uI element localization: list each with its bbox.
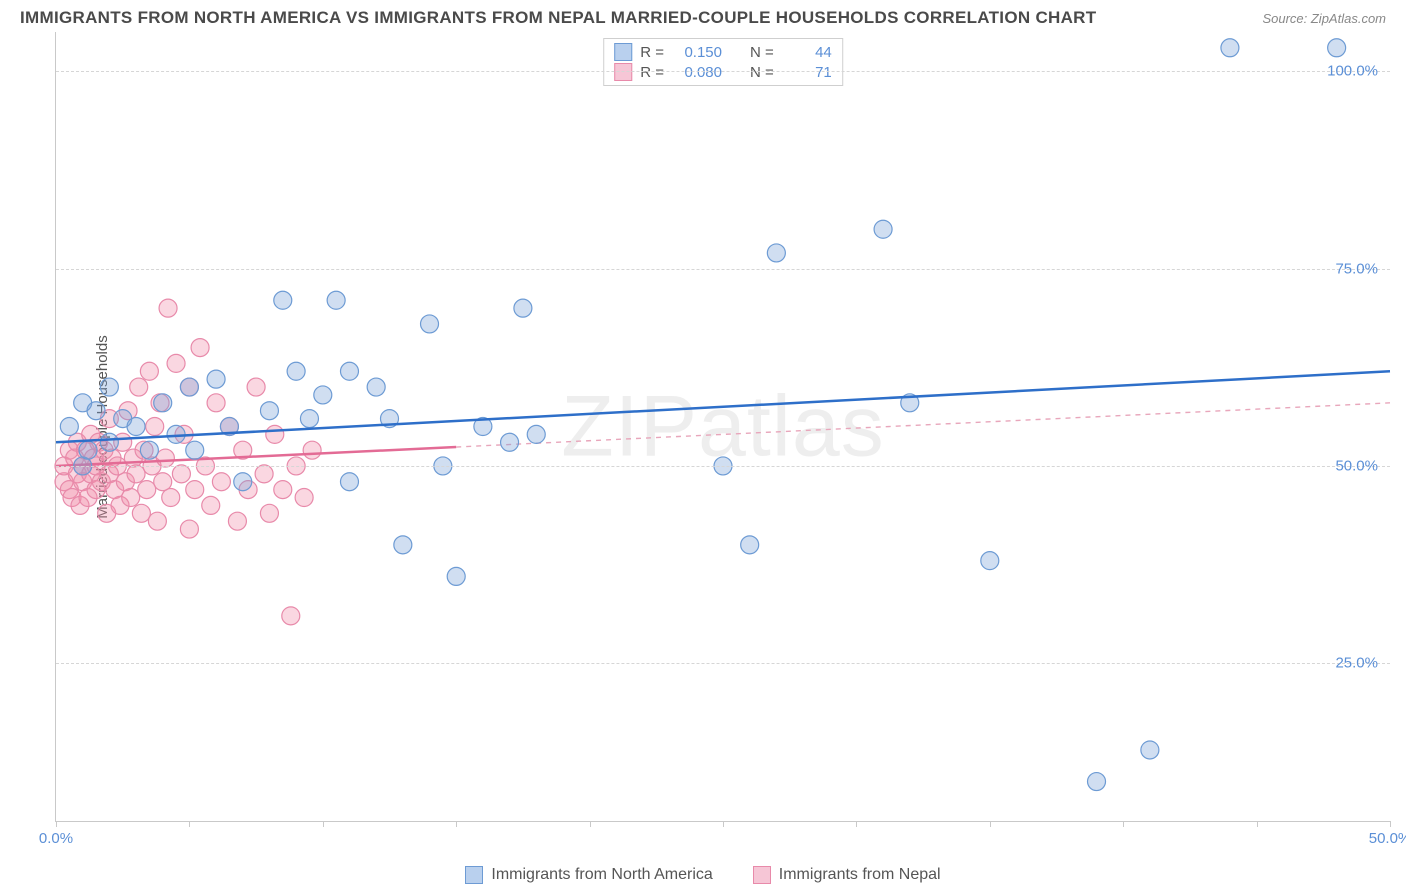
plot-wrap: Married-couple Households ZIPatlas R = 0…	[55, 32, 1390, 822]
legend-item-na: Immigrants from North America	[465, 866, 712, 884]
x-tick-label: 50.0%	[1369, 830, 1406, 847]
r-label: R =	[640, 44, 664, 61]
series-name-np: Immigrants from Nepal	[779, 866, 941, 884]
x-tick	[856, 821, 857, 827]
gridline	[56, 269, 1390, 270]
series-legend: Immigrants from North America Immigrants…	[0, 866, 1406, 884]
x-tick	[456, 821, 457, 827]
x-tick	[590, 821, 591, 827]
series-name-na: Immigrants from North America	[491, 866, 712, 884]
legend-swatch-na-icon	[465, 866, 483, 884]
legend-swatch-np-icon	[753, 866, 771, 884]
x-tick-label: 0.0%	[39, 830, 73, 847]
legend-row-na: R = 0.150 N = 44	[614, 42, 832, 62]
chart-title: IMMIGRANTS FROM NORTH AMERICA VS IMMIGRA…	[20, 8, 1096, 28]
x-tick	[56, 821, 57, 827]
r-value-na: 0.150	[672, 44, 722, 61]
x-tick	[189, 821, 190, 827]
gridline	[56, 466, 1390, 467]
correlation-legend: R = 0.150 N = 44 R = 0.080 N = 71	[603, 38, 843, 86]
plot-svg	[56, 32, 1390, 821]
gridline	[56, 663, 1390, 664]
x-tick	[723, 821, 724, 827]
x-tick	[990, 821, 991, 827]
y-tick-label: 25.0%	[1335, 655, 1378, 672]
n-value-na: 44	[782, 44, 832, 61]
x-tick	[1390, 821, 1391, 827]
source-label: Source: ZipAtlas.com	[1262, 11, 1386, 26]
y-tick-label: 50.0%	[1335, 457, 1378, 474]
x-tick	[1257, 821, 1258, 827]
x-tick	[1123, 821, 1124, 827]
n-label: N =	[750, 44, 774, 61]
x-tick	[323, 821, 324, 827]
legend-swatch-na	[614, 43, 632, 61]
plot-area: ZIPatlas R = 0.150 N = 44 R = 0.080 N = …	[55, 32, 1390, 822]
gridline	[56, 71, 1390, 72]
y-tick-label: 75.0%	[1335, 260, 1378, 277]
y-tick-label: 100.0%	[1327, 63, 1378, 80]
legend-item-np: Immigrants from Nepal	[753, 866, 941, 884]
